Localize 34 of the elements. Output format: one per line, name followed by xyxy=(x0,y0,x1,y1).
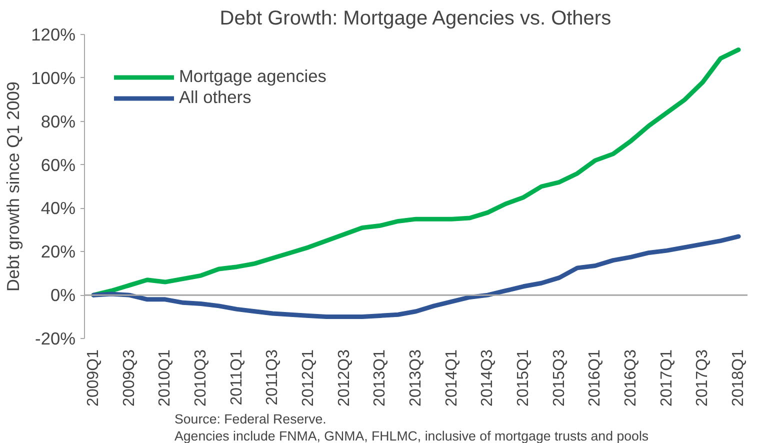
x-tick-label: 2014Q3 xyxy=(479,349,496,406)
y-axis-title: Debt growth since Q1 2009 xyxy=(3,81,24,292)
text: Agencies include FNMA, GNMA, FHLMC, inclusive of mortgage trusts and pools xyxy=(174,428,649,443)
x-tick-label: 2016Q1 xyxy=(586,349,604,406)
x-tick-label: 2010Q3 xyxy=(192,349,210,406)
x-tick-label: 2013Q1 xyxy=(372,349,389,406)
x-tick-label: 2017Q3 xyxy=(694,349,712,406)
x-tick-label: 2009Q3 xyxy=(120,349,138,406)
y-tick-label: 100% xyxy=(31,68,76,88)
y-tick-label: 40% xyxy=(40,198,76,218)
legend-label: Mortgage agencies xyxy=(179,66,326,87)
x-tick-label: 2015Q3 xyxy=(550,349,568,406)
y-tick-label: 80% xyxy=(40,111,76,132)
x-tick-label: 2015Q1 xyxy=(515,349,532,406)
x-tick-label: 2017Q1 xyxy=(658,349,676,406)
x-tick-label: 2012Q1 xyxy=(300,349,317,406)
x-tick-label: 2011Q3 xyxy=(264,349,282,406)
y-tick-label: 20% xyxy=(40,242,76,262)
x-tick-label: 2009Q1 xyxy=(84,349,102,406)
source-note: Source: Federal Reserve. xyxy=(174,412,326,426)
x-tick-label: 2014Q1 xyxy=(443,349,460,406)
x-tick-label: 2011Q1 xyxy=(228,349,246,406)
y-tick-label: 60% xyxy=(40,154,76,175)
legend-label: All others xyxy=(179,87,252,108)
x-tick-label: 2016Q3 xyxy=(622,349,640,406)
x-tick-label: 2010Q1 xyxy=(156,349,174,406)
x-tick-label: 2012Q3 xyxy=(336,349,353,406)
y-tick-label: 0% xyxy=(50,285,76,306)
line-series xyxy=(91,234,741,320)
x-tick-label: 2018Q1 xyxy=(730,349,748,406)
y-tick-label: -20% xyxy=(35,328,76,348)
x-tick-label: 2013Q3 xyxy=(408,349,424,406)
chart-title: Debt Growth: Mortgage Agencies vs. Others xyxy=(220,8,612,30)
y-tick-label: 120% xyxy=(31,24,76,44)
